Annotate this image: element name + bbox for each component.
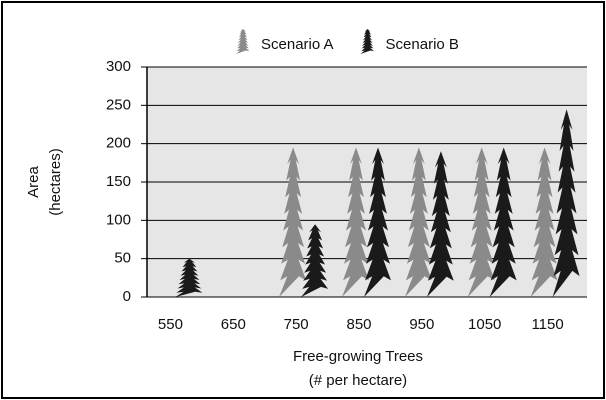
tree-bar <box>301 224 329 297</box>
y-tick-label: 50 <box>114 250 131 267</box>
x-tick-label: 750 <box>284 316 309 333</box>
x-tick-label: 1150 <box>531 316 563 333</box>
y-tick-label: 0 <box>123 288 131 305</box>
tree-bar <box>530 147 558 297</box>
legend-label: Scenario B <box>386 36 459 53</box>
y-tick-label: 250 <box>106 96 131 113</box>
tree-bar <box>552 109 580 297</box>
y-tick-label: 200 <box>106 135 131 152</box>
legend-swatch <box>360 29 374 54</box>
x-tick-label: 1050 <box>468 316 501 333</box>
legend-swatch <box>236 29 250 54</box>
x-tick-label: 850 <box>346 316 371 333</box>
tree-bar <box>426 151 454 297</box>
y-axis-title: (hectares) <box>47 148 64 216</box>
tree-bar <box>342 147 369 297</box>
tree-bar <box>175 258 203 297</box>
tree-bar <box>364 147 391 297</box>
y-axis-title: Area <box>25 166 42 198</box>
tree-bar <box>489 147 517 297</box>
tree-bar <box>279 147 307 297</box>
x-axis-title: Free-growing Trees <box>293 348 423 365</box>
x-tick-label: 550 <box>158 316 183 333</box>
legend-label: Scenario A <box>261 36 334 53</box>
x-tick-label: 950 <box>409 316 434 333</box>
y-tick-label: 100 <box>106 211 131 228</box>
x-tick-label: 650 <box>221 316 246 333</box>
y-tick-label: 150 <box>106 173 131 190</box>
tree-bar <box>404 147 432 297</box>
x-axis-title: (# per hectare) <box>309 372 407 389</box>
tree-bar <box>467 147 495 297</box>
y-tick-label: 300 <box>106 58 131 75</box>
